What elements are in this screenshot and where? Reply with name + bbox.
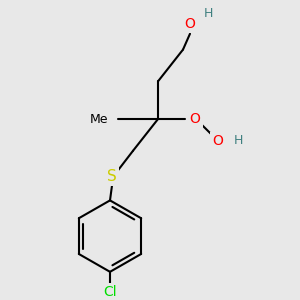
Text: O: O: [184, 17, 195, 31]
Text: O: O: [213, 134, 224, 148]
Text: S: S: [107, 169, 117, 184]
Text: O: O: [190, 112, 200, 126]
Text: Cl: Cl: [103, 285, 117, 299]
Text: H: H: [203, 8, 213, 20]
Text: H: H: [234, 134, 243, 147]
Text: Me: Me: [89, 112, 108, 125]
